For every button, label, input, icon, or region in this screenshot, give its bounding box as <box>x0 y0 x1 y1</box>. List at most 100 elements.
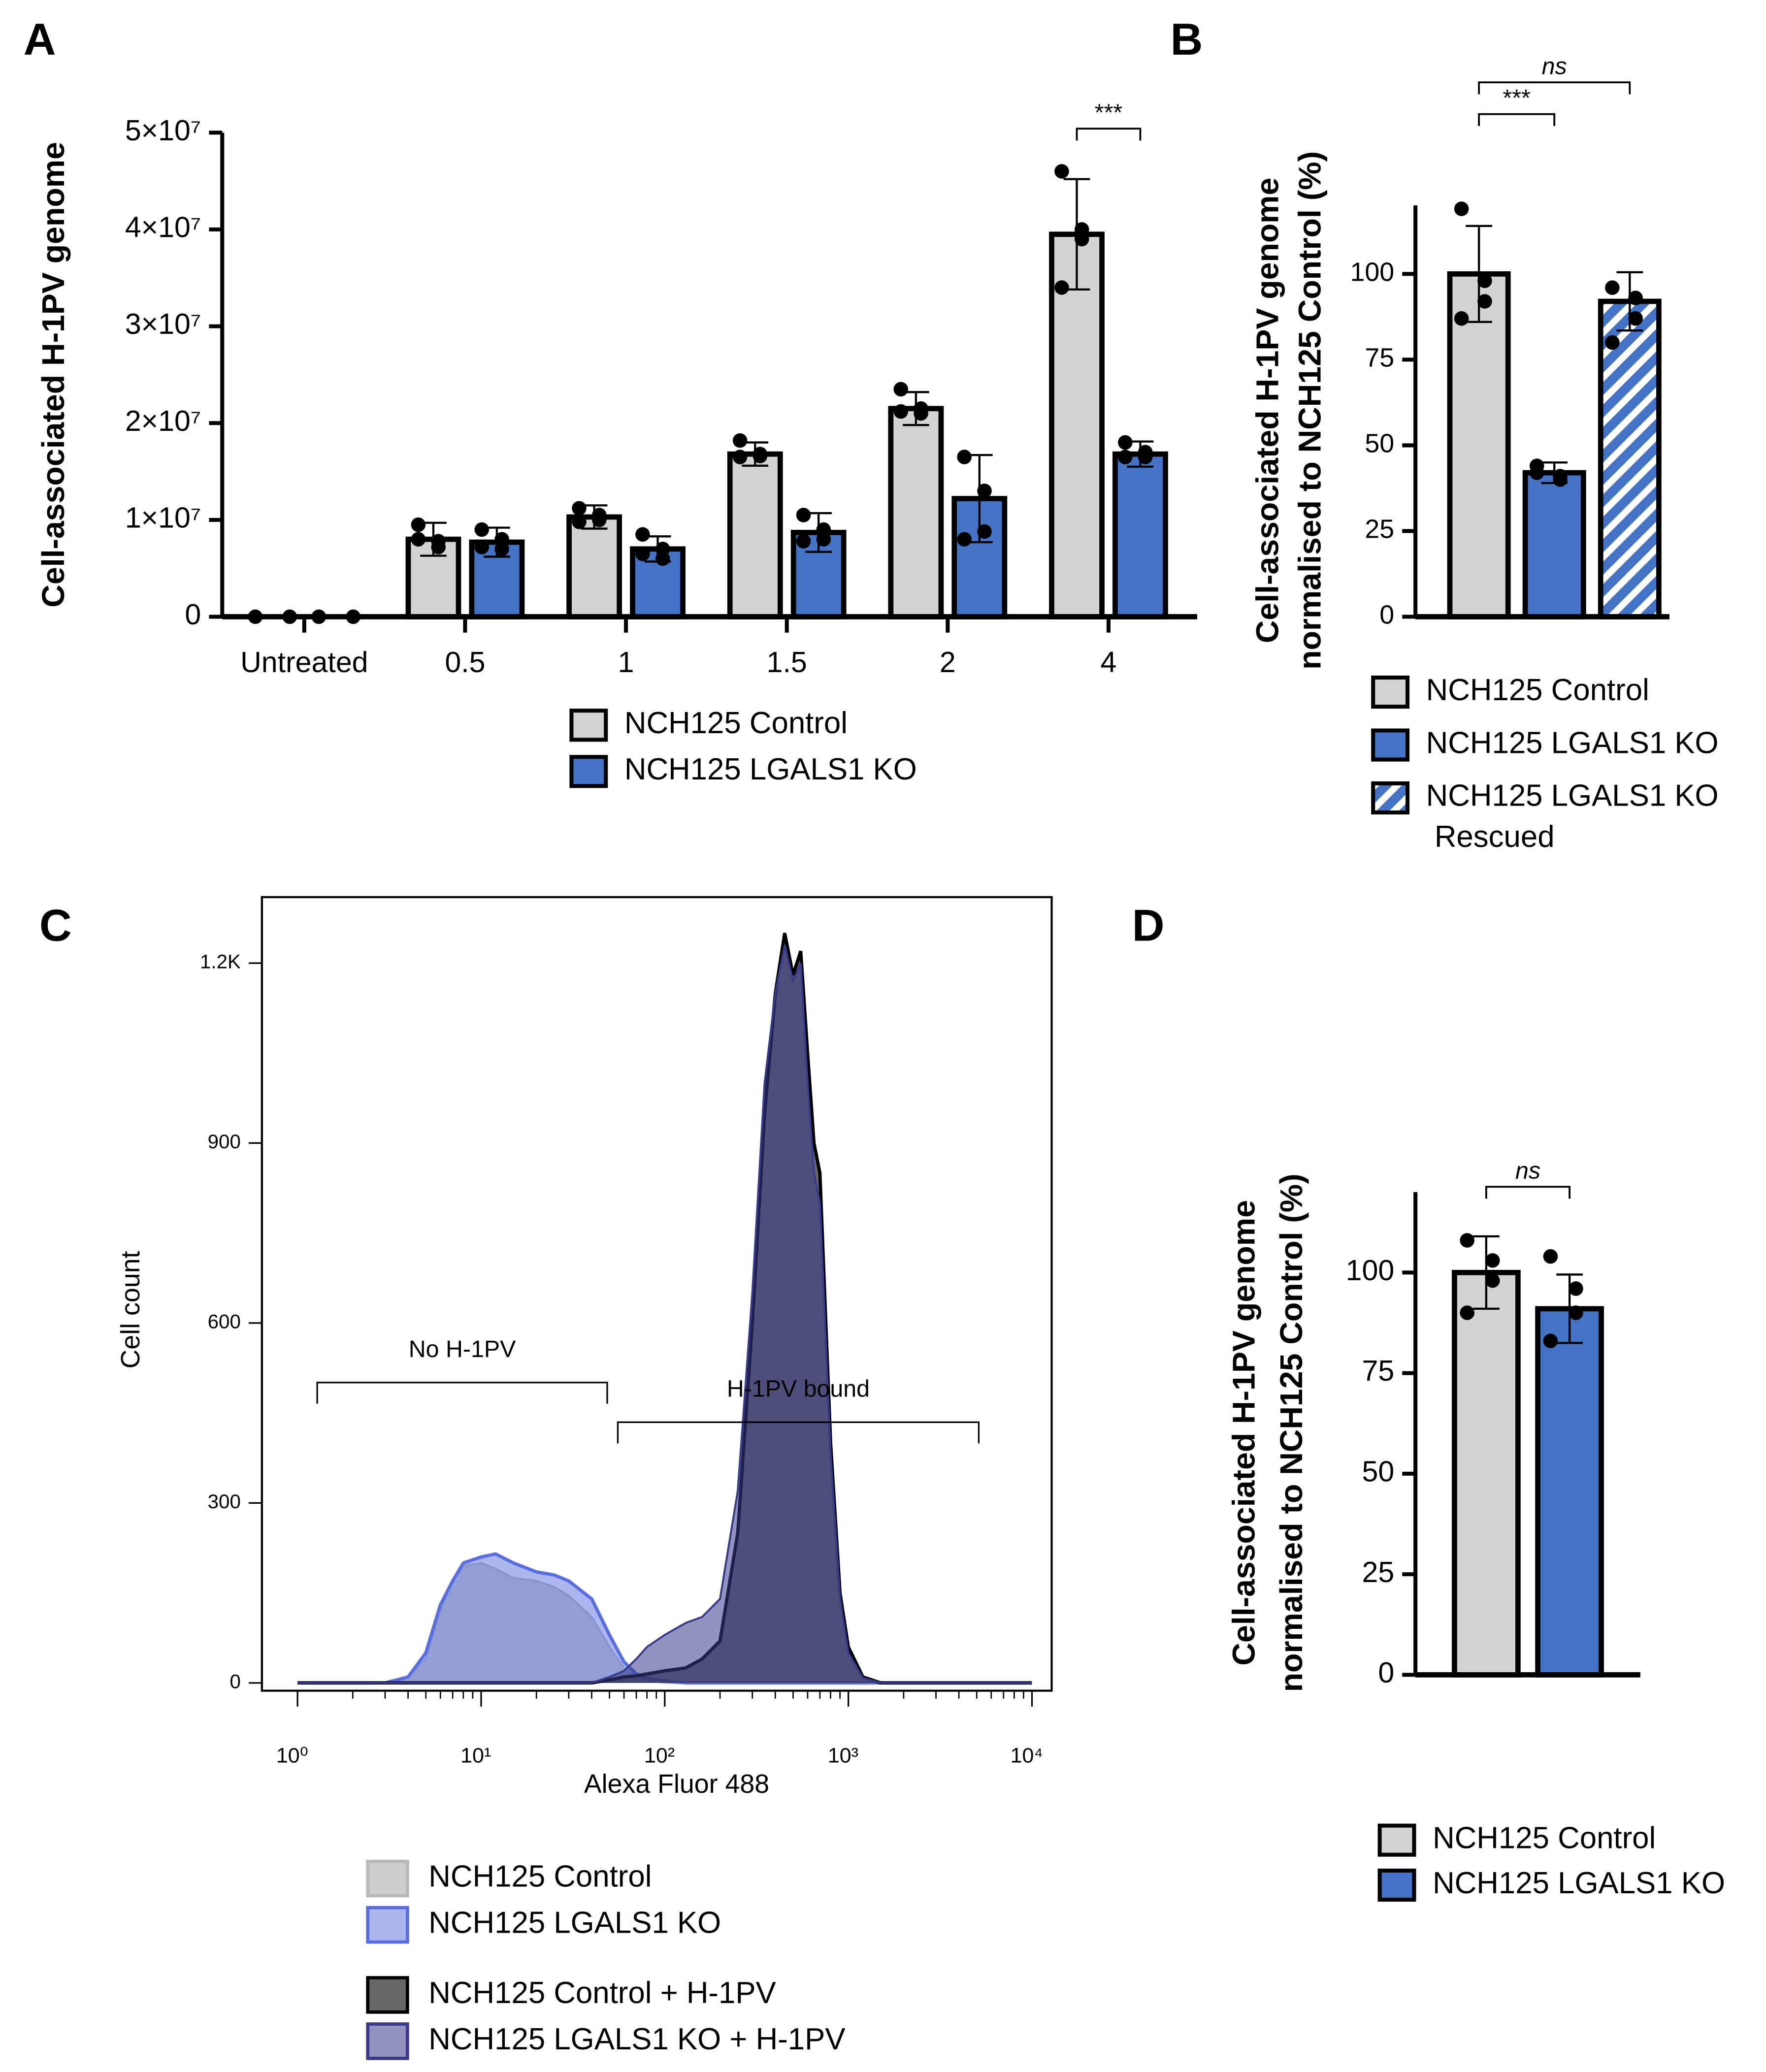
legend-swatch <box>1371 728 1410 762</box>
legend-label: NCH125 LGALS1 KO <box>428 1906 721 1940</box>
legend-label: NCH125 LGALS1 KO <box>1426 726 1719 760</box>
y-tick-label: 100 <box>1346 1254 1395 1287</box>
significance-bracket <box>1478 113 1556 126</box>
data-point <box>1477 294 1492 309</box>
data-point <box>655 551 670 566</box>
bar <box>1535 1306 1604 1678</box>
legend-swatch <box>1377 1823 1416 1857</box>
data-point <box>411 532 426 547</box>
y-tick-label: 1.2K <box>200 951 241 973</box>
bar <box>727 451 783 619</box>
data-point <box>796 508 811 522</box>
legend-swatch <box>1377 1868 1416 1902</box>
y-tick-label: 300 <box>208 1490 241 1513</box>
data-point <box>977 524 992 539</box>
legend-swatch <box>366 1906 409 1944</box>
data-point <box>635 546 650 561</box>
data-point <box>1605 280 1620 295</box>
panel-letter: C <box>39 901 72 951</box>
y-axis-label: normalised to NCH125 Control (%) <box>1274 1173 1309 1692</box>
data-point <box>1543 1249 1558 1264</box>
data-point <box>1628 291 1643 305</box>
data-point <box>752 449 768 463</box>
data-point <box>1569 1305 1583 1320</box>
gate-label: No H-1PV <box>409 1336 516 1362</box>
bar <box>469 539 525 619</box>
x-tick-label: 10⁰ <box>276 1744 308 1767</box>
legend-label: NCH125 LGALS1 KO + H-1PV <box>428 2022 845 2056</box>
x-tick-label: 10¹ <box>460 1744 491 1767</box>
data-point <box>494 542 509 556</box>
y-tick-label: 0 <box>1378 1656 1394 1689</box>
bar <box>566 514 622 619</box>
x-tick-label: 10⁴ <box>1011 1744 1043 1767</box>
data-point <box>1074 231 1089 247</box>
legend-swatch <box>569 755 608 788</box>
legend-label: NCH125 Control <box>1433 1821 1656 1855</box>
data-point <box>431 540 446 554</box>
legend-label: NCH125 Control <box>1426 673 1649 707</box>
gate-label: H-1PV bound <box>727 1376 870 1402</box>
gate <box>316 1382 608 1404</box>
data-point <box>1118 435 1133 450</box>
x-axis-label: Alexa Fluor 488 <box>584 1769 769 1799</box>
data-point <box>248 609 263 624</box>
y-tick-label: 75 <box>1365 343 1394 373</box>
legend-swatch <box>1371 781 1410 815</box>
y-tick-label: 4×10⁷ <box>125 211 201 244</box>
y-tick-label: 75 <box>1362 1355 1394 1387</box>
histogram <box>297 945 1032 1684</box>
data-point <box>914 406 928 421</box>
data-point <box>411 517 426 532</box>
y-tick-label: 1×10⁷ <box>125 501 201 534</box>
data-point <box>1054 280 1069 295</box>
data-point <box>635 527 650 542</box>
y-axis-label: normalised to NCH125 Control (%) <box>1292 151 1328 670</box>
significance-bracket <box>1485 1186 1570 1199</box>
data-point <box>1485 1273 1500 1288</box>
bar <box>1112 451 1168 619</box>
data-point <box>572 515 587 529</box>
data-point <box>346 609 360 624</box>
y-tick-label: 50 <box>1362 1455 1394 1488</box>
x-tick-label: 0.5 <box>445 646 485 679</box>
panel-letter: A <box>24 14 56 65</box>
legend-label: NCH125 LGALS1 KO <box>1433 1866 1725 1900</box>
bar <box>1049 231 1105 619</box>
data-point <box>282 609 297 624</box>
bar <box>1447 271 1511 619</box>
y-tick-label: 0 <box>1379 600 1394 630</box>
data-point <box>1460 1233 1474 1248</box>
data-point <box>796 534 811 549</box>
data-point <box>1477 273 1492 289</box>
y-axis-label: Cell count <box>116 1251 145 1369</box>
y-tick-label: 50 <box>1365 429 1394 458</box>
data-point <box>572 501 587 516</box>
y-axis-label: Cell-associated H-1PV genome <box>1250 178 1285 644</box>
legend-label: NCH125 LGALS1 KO <box>624 752 917 786</box>
bar <box>888 406 944 619</box>
data-point <box>957 532 972 547</box>
legend-swatch <box>366 1976 409 2014</box>
y-axis-label: Cell-associated H-1PV genome <box>35 142 71 608</box>
data-point <box>816 532 831 547</box>
y-tick-label: 3×10⁷ <box>125 308 201 340</box>
data-point <box>1454 311 1469 326</box>
data-point <box>1054 164 1069 179</box>
data-point <box>474 540 490 554</box>
data-point <box>311 609 327 624</box>
x-tick-label: 1 <box>618 646 634 679</box>
data-point <box>1543 1333 1558 1349</box>
data-point <box>1569 1281 1583 1296</box>
data-point <box>474 522 490 537</box>
y-tick-label: 2×10⁷ <box>125 405 201 437</box>
legend-label: NCH125 Control <box>428 1859 652 1893</box>
legend-swatch <box>366 1859 409 1898</box>
significance-bracket <box>1076 128 1142 141</box>
data-point <box>592 513 607 527</box>
significance-label: *** <box>1503 85 1531 111</box>
y-tick-label: 0 <box>229 1670 240 1692</box>
data-point <box>1138 450 1153 464</box>
data-point <box>893 382 909 397</box>
bar <box>1598 298 1662 619</box>
